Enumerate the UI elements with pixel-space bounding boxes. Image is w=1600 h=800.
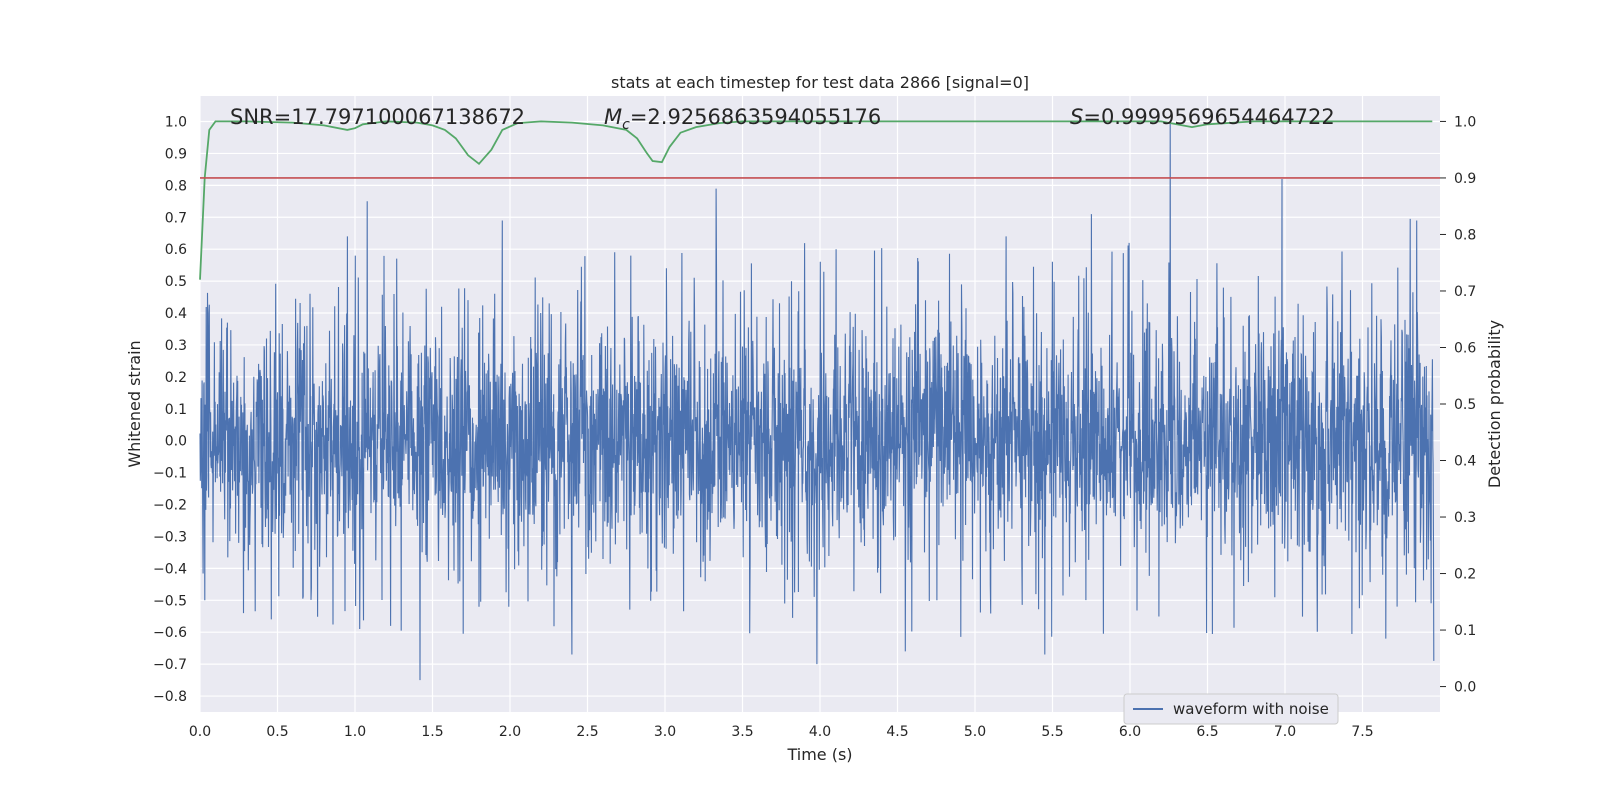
x-tick-label: 4.0 <box>809 724 831 740</box>
y-tick-label: −0.5 <box>153 593 187 609</box>
x-tick-label: 7.0 <box>1274 724 1296 740</box>
waveform-line <box>199 121 1435 681</box>
y-tick-label: 0.6 <box>165 242 187 258</box>
s-value: =0.9999569654464722 <box>1083 105 1334 129</box>
y-tick-label: −0.8 <box>153 689 187 705</box>
right-y-tick-label: 0.9 <box>1454 171 1476 187</box>
y-tick-label: 0.1 <box>165 402 187 418</box>
x-tick-label: 7.5 <box>1351 724 1373 740</box>
x-tick-label: 1.0 <box>344 724 366 740</box>
chirp-mass-subscript: c <box>622 117 630 133</box>
probability-line <box>199 120 1433 280</box>
y-tick-label: 0.2 <box>165 370 187 386</box>
chart-title: stats at each timestep for test data 286… <box>611 73 1029 92</box>
x-tick-label: 2.5 <box>576 724 598 740</box>
y-tick-label: 0.4 <box>165 306 187 322</box>
y-tick-label: 1.0 <box>165 115 187 131</box>
right-y-axis-label: Detection probability <box>1485 320 1504 488</box>
right-y-tick-label: 0.3 <box>1454 510 1476 526</box>
legend: waveform with noise <box>1123 693 1339 725</box>
x-tick-label: 3.5 <box>731 724 753 740</box>
y-tick-label: −0.6 <box>153 625 187 641</box>
right-y-tick-label: 0.6 <box>1454 340 1476 356</box>
right-y-tick-label: 0.5 <box>1454 397 1476 413</box>
right-y-tick-label: 0.0 <box>1454 680 1476 696</box>
y-tick-label: −0.7 <box>153 657 187 673</box>
y-tick-label: 0.9 <box>165 146 187 162</box>
x-axis-ticks: 0.0 0.5 1.0 1.5 2.0 2.5 3.0 3.5 4.0 4.5 5.0 5.5 6.0 6… <box>189 724 1374 740</box>
legend-waveform-label: waveform with noise <box>1173 700 1329 718</box>
snr-annotation: SNR=17.797100067138672 <box>230 105 525 129</box>
x-tick-label: 4.5 <box>886 724 908 740</box>
y-tick-label: 0.0 <box>165 434 187 450</box>
y-axis-ticks: 1.0 0.9 0.8 0.7 0.6 0.5 0.4 0.3 0.2 0.1 0.0 −0.1 −0.… <box>153 115 187 706</box>
right-y-tick-label: 0.7 <box>1454 284 1476 300</box>
y-tick-label: −0.4 <box>153 561 187 577</box>
right-y-tick-label: 0.4 <box>1454 454 1476 470</box>
right-y-axis-ticks: 1.0 0.9 0.8 0.7 0.6 0.5 0.4 0.3 0.2 0.1 0.0 <box>1440 114 1476 696</box>
right-y-tick-label: 0.2 <box>1454 567 1476 583</box>
y-tick-label: 0.7 <box>165 210 187 226</box>
x-tick-label: 6.0 <box>1119 724 1141 740</box>
waveform-series <box>199 121 1435 681</box>
right-y-tick-label: 0.8 <box>1454 227 1476 243</box>
x-tick-label: 3.0 <box>654 724 676 740</box>
y-tick-label: −0.3 <box>153 529 187 545</box>
y-tick-label: 0.5 <box>165 274 187 290</box>
y-tick-label: −0.1 <box>153 466 187 482</box>
x-tick-label: 0.0 <box>189 724 211 740</box>
x-axis-label: Time (s) <box>786 745 852 764</box>
chirp-mass-annotation: Mc=2.9256863594055176 <box>604 105 881 133</box>
right-y-tick-label: 1.0 <box>1454 114 1476 130</box>
x-tick-label: 6.5 <box>1196 724 1218 740</box>
chirp-mass-symbol: M <box>604 105 622 129</box>
y-tick-label: −0.2 <box>153 498 187 514</box>
y-tick-label: 0.3 <box>165 338 187 354</box>
y-tick-label: 0.8 <box>165 178 187 194</box>
x-tick-label: 2.0 <box>499 724 521 740</box>
s-symbol: S <box>1070 105 1083 129</box>
s-annotation: S=0.9999569654464722 <box>1070 105 1335 129</box>
right-y-tick-label: 0.1 <box>1454 623 1476 639</box>
probability-series <box>199 120 1433 280</box>
x-tick-label: 5.0 <box>964 724 986 740</box>
x-tick-label: 0.5 <box>266 724 288 740</box>
x-tick-label: 1.5 <box>421 724 443 740</box>
legend-box <box>1123 693 1339 725</box>
y-axis-label: Whitened strain <box>125 340 144 467</box>
chirp-mass-value: =2.9256863594055176 <box>630 105 881 129</box>
x-tick-label: 5.5 <box>1041 724 1063 740</box>
